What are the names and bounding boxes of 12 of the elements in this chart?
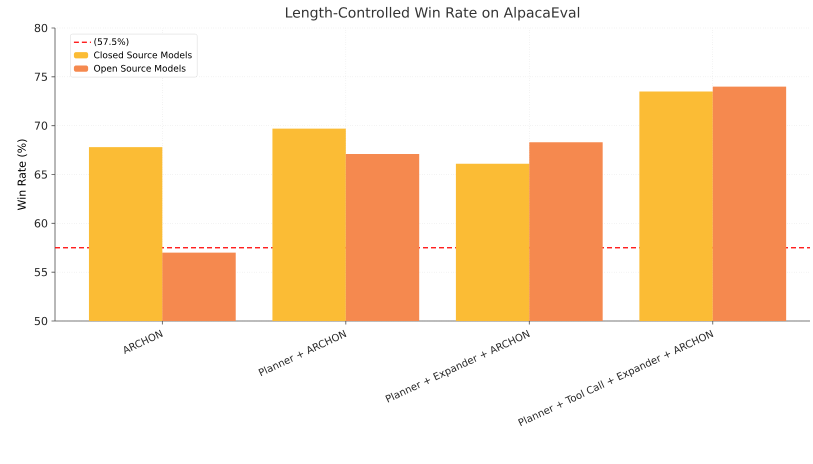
y-tick-label: 75: [34, 72, 48, 81]
chart-title: Length-Controlled Win Rate on AlpacaEval: [286, 6, 580, 20]
legend-label: Closed Source Models: [94, 51, 192, 58]
legend-label: (57.5%): [94, 38, 128, 46]
y-axis-title: Win Rate (%): [17, 140, 28, 210]
y-tick-label: 65: [34, 170, 48, 179]
y-tick-label: 55: [34, 268, 48, 276]
y-tick-label: 70: [34, 122, 48, 130]
y-tick-label: 80: [34, 24, 48, 32]
y-tick-label: 50: [34, 316, 48, 326]
y-tick-label: 60: [34, 219, 48, 228]
legend-label: Open Source Models: [94, 64, 186, 74]
